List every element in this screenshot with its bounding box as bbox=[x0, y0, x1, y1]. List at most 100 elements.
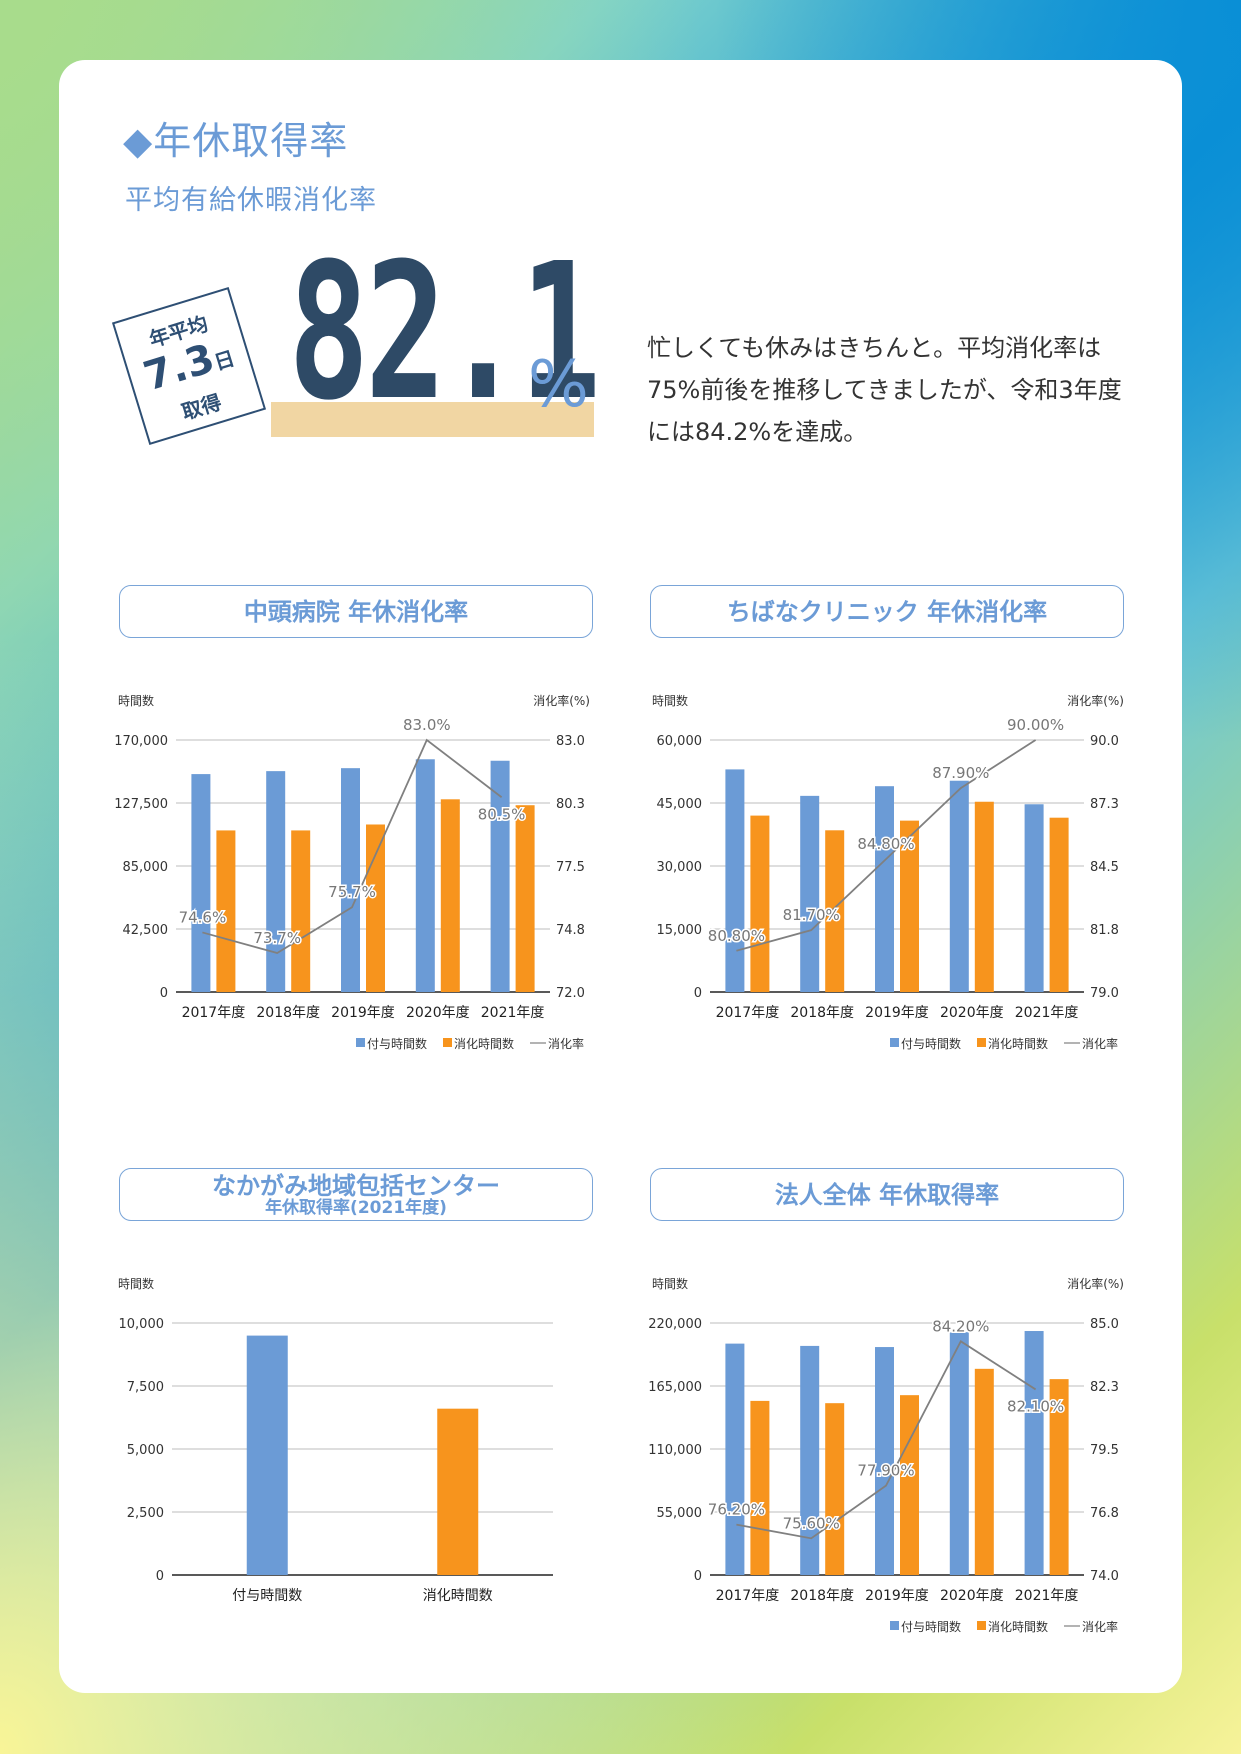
data-label-usage-rate: 74.6% bbox=[179, 908, 227, 926]
bar-used-hours bbox=[1049, 817, 1069, 992]
bar-used-hours bbox=[825, 830, 845, 992]
chart-title-box-nakagami-center: なかがみ地域包括センター 年休取得率(2021年度) bbox=[119, 1168, 593, 1221]
data-label-usage-rate: 76.20% bbox=[708, 1501, 765, 1519]
chart-title: 中頭病院 年休消化率 bbox=[243, 597, 469, 626]
bar-granted-hours bbox=[1024, 1331, 1044, 1575]
x-tick-label: 2017年度 bbox=[716, 1005, 780, 1021]
data-label-usage-rate: 80.80% bbox=[708, 927, 765, 945]
y-axis-title: 時間数 bbox=[652, 1276, 688, 1291]
bar-granted-hours bbox=[1024, 804, 1044, 992]
chart-title: 法人全体 年休取得率 bbox=[774, 1180, 1000, 1209]
data-label-usage-rate: 84.20% bbox=[932, 1317, 989, 1335]
bar-used-hours bbox=[825, 1403, 845, 1575]
data-label-usage-rate: 82.10% bbox=[1007, 1397, 1064, 1415]
bar-used-hours bbox=[750, 815, 770, 992]
y2-tick-label: 74.0 bbox=[1090, 1569, 1119, 1584]
legend-label-rate: 消化率 bbox=[1082, 1619, 1118, 1634]
page-subtitle: 平均有給休暇消化率 bbox=[125, 185, 377, 216]
legend-label-granted: 付与時間数 bbox=[901, 1619, 961, 1634]
y-tick-label: 0 bbox=[694, 1569, 702, 1584]
chart-title-box-chibana-clinic: ちばなクリニック 年休消化率 bbox=[650, 585, 1124, 638]
bar-granted-hours bbox=[246, 1335, 288, 1575]
bar-granted-hours bbox=[341, 768, 360, 992]
y-tick-label: 7,500 bbox=[127, 1380, 164, 1395]
usage-rate-line bbox=[202, 738, 503, 955]
bar-used-hours bbox=[974, 1368, 994, 1575]
chart-corporate-total: 時間数 消化率(%) 220,000 85.0 165,000 82.3 110,000 79… bbox=[648, 1276, 1124, 1634]
page-title: ◆年休取得率 bbox=[123, 119, 349, 163]
x-tick-label: 2017年度 bbox=[716, 1588, 780, 1604]
y2-tick-label: 79.0 bbox=[1090, 986, 1119, 1001]
bar-granted-hours bbox=[191, 774, 211, 992]
chart-chibana-clinic: 時間数 消化率(%) 60,000 90.0 45,000 87.3 30,000 84.5 1… bbox=[652, 693, 1124, 1051]
x-tick-label: 2017年度 bbox=[182, 1005, 246, 1021]
y-tick-label: 0 bbox=[160, 986, 168, 1001]
bar-granted-hours bbox=[266, 771, 286, 992]
bar-granted-hours bbox=[875, 1347, 894, 1575]
y2-tick-label: 80.3 bbox=[556, 797, 585, 812]
chart-title-box-corporate-total: 法人全体 年休取得率 bbox=[650, 1168, 1124, 1221]
bar-granted-hours bbox=[415, 759, 435, 992]
x-tick-label: 2021年度 bbox=[1015, 1588, 1079, 1604]
y2-tick-label: 82.3 bbox=[1090, 1380, 1119, 1395]
y2-tick-label: 77.5 bbox=[556, 860, 585, 875]
legend-label-granted: 付与時間数 bbox=[901, 1036, 961, 1051]
y2-tick-label: 85.0 bbox=[1090, 1317, 1119, 1332]
y-tick-label: 15,000 bbox=[657, 923, 703, 938]
bar-granted-hours bbox=[725, 769, 745, 992]
x-tick-label: 2020年度 bbox=[940, 1588, 1004, 1604]
legend-swatch-granted bbox=[890, 1621, 899, 1630]
y-tick-label: 0 bbox=[694, 986, 702, 1001]
bar-used-hours bbox=[366, 824, 385, 992]
x-tick-label: 2019年度 bbox=[865, 1588, 929, 1604]
chart-nakagami-center: 時間数 10,000 7,500 5,000 2,500 0 付与時間数 消化時間数 bbox=[118, 1276, 553, 1604]
bar-granted-hours bbox=[725, 1343, 745, 1575]
bar-used-hours bbox=[1049, 1379, 1069, 1575]
bar-used-hours bbox=[216, 830, 236, 992]
bar-used-hours bbox=[440, 799, 460, 992]
bar-used-hours bbox=[974, 801, 994, 992]
data-label-usage-rate: 75.7% bbox=[328, 883, 376, 901]
y-tick-label: 165,000 bbox=[648, 1380, 702, 1395]
x-tick-label: 2021年度 bbox=[481, 1005, 545, 1021]
x-tick-label: 2018年度 bbox=[790, 1005, 854, 1021]
legend-label-used: 消化時間数 bbox=[454, 1036, 514, 1051]
y2-axis-title: 消化率(%) bbox=[1067, 1276, 1124, 1291]
x-tick-label: 2020年度 bbox=[406, 1005, 470, 1021]
bar-used-hours bbox=[437, 1408, 479, 1575]
x-tick-label: 2018年度 bbox=[256, 1005, 320, 1021]
content-card bbox=[59, 60, 1182, 1693]
y2-axis-title: 消化率(%) bbox=[533, 693, 590, 708]
bar-used-hours bbox=[900, 1395, 919, 1575]
y2-tick-label: 84.5 bbox=[1090, 860, 1119, 875]
y-tick-label: 45,000 bbox=[657, 797, 703, 812]
legend-swatch-granted bbox=[890, 1038, 899, 1047]
y2-tick-label: 87.3 bbox=[1090, 797, 1119, 812]
bar-granted-hours bbox=[949, 1332, 969, 1575]
bar-used-hours bbox=[900, 820, 919, 992]
y-axis-title: 時間数 bbox=[118, 1276, 154, 1291]
data-label-usage-rate: 87.90% bbox=[932, 764, 989, 782]
big-percentage-value: 82.1 bbox=[288, 223, 601, 442]
data-label-usage-rate: 75.60% bbox=[783, 1514, 840, 1532]
chart-title: ちばなクリニック 年休消化率 bbox=[726, 597, 1048, 626]
y-axis-title: 時間数 bbox=[652, 693, 688, 708]
x-tick-label: 2020年度 bbox=[940, 1005, 1004, 1021]
chart-nakagami-hospital: 時間数 消化率(%) 170,000 83.0 127,500 80.3 85,000 77.… bbox=[114, 693, 590, 1051]
y2-tick-label: 74.8 bbox=[556, 923, 585, 938]
x-tick-label: 2018年度 bbox=[790, 1588, 854, 1604]
y2-tick-label: 76.8 bbox=[1090, 1506, 1119, 1521]
y2-tick-label: 72.0 bbox=[556, 986, 585, 1001]
legend-label-rate: 消化率 bbox=[548, 1036, 584, 1051]
y2-axis-title: 消化率(%) bbox=[1067, 693, 1124, 708]
bar-granted-hours bbox=[949, 780, 969, 992]
x-tick-label: 付与時間数 bbox=[232, 1588, 302, 1604]
y-tick-label: 10,000 bbox=[119, 1317, 165, 1332]
usage-rate-line bbox=[736, 1340, 1037, 1540]
y-tick-label: 127,500 bbox=[114, 797, 168, 812]
data-label-usage-rate: 77.90% bbox=[857, 1462, 914, 1480]
legend-swatch-used bbox=[443, 1038, 452, 1047]
legend-label-used: 消化時間数 bbox=[988, 1036, 1048, 1051]
y-tick-label: 2,500 bbox=[127, 1506, 164, 1521]
x-tick-label: 2019年度 bbox=[865, 1005, 929, 1021]
